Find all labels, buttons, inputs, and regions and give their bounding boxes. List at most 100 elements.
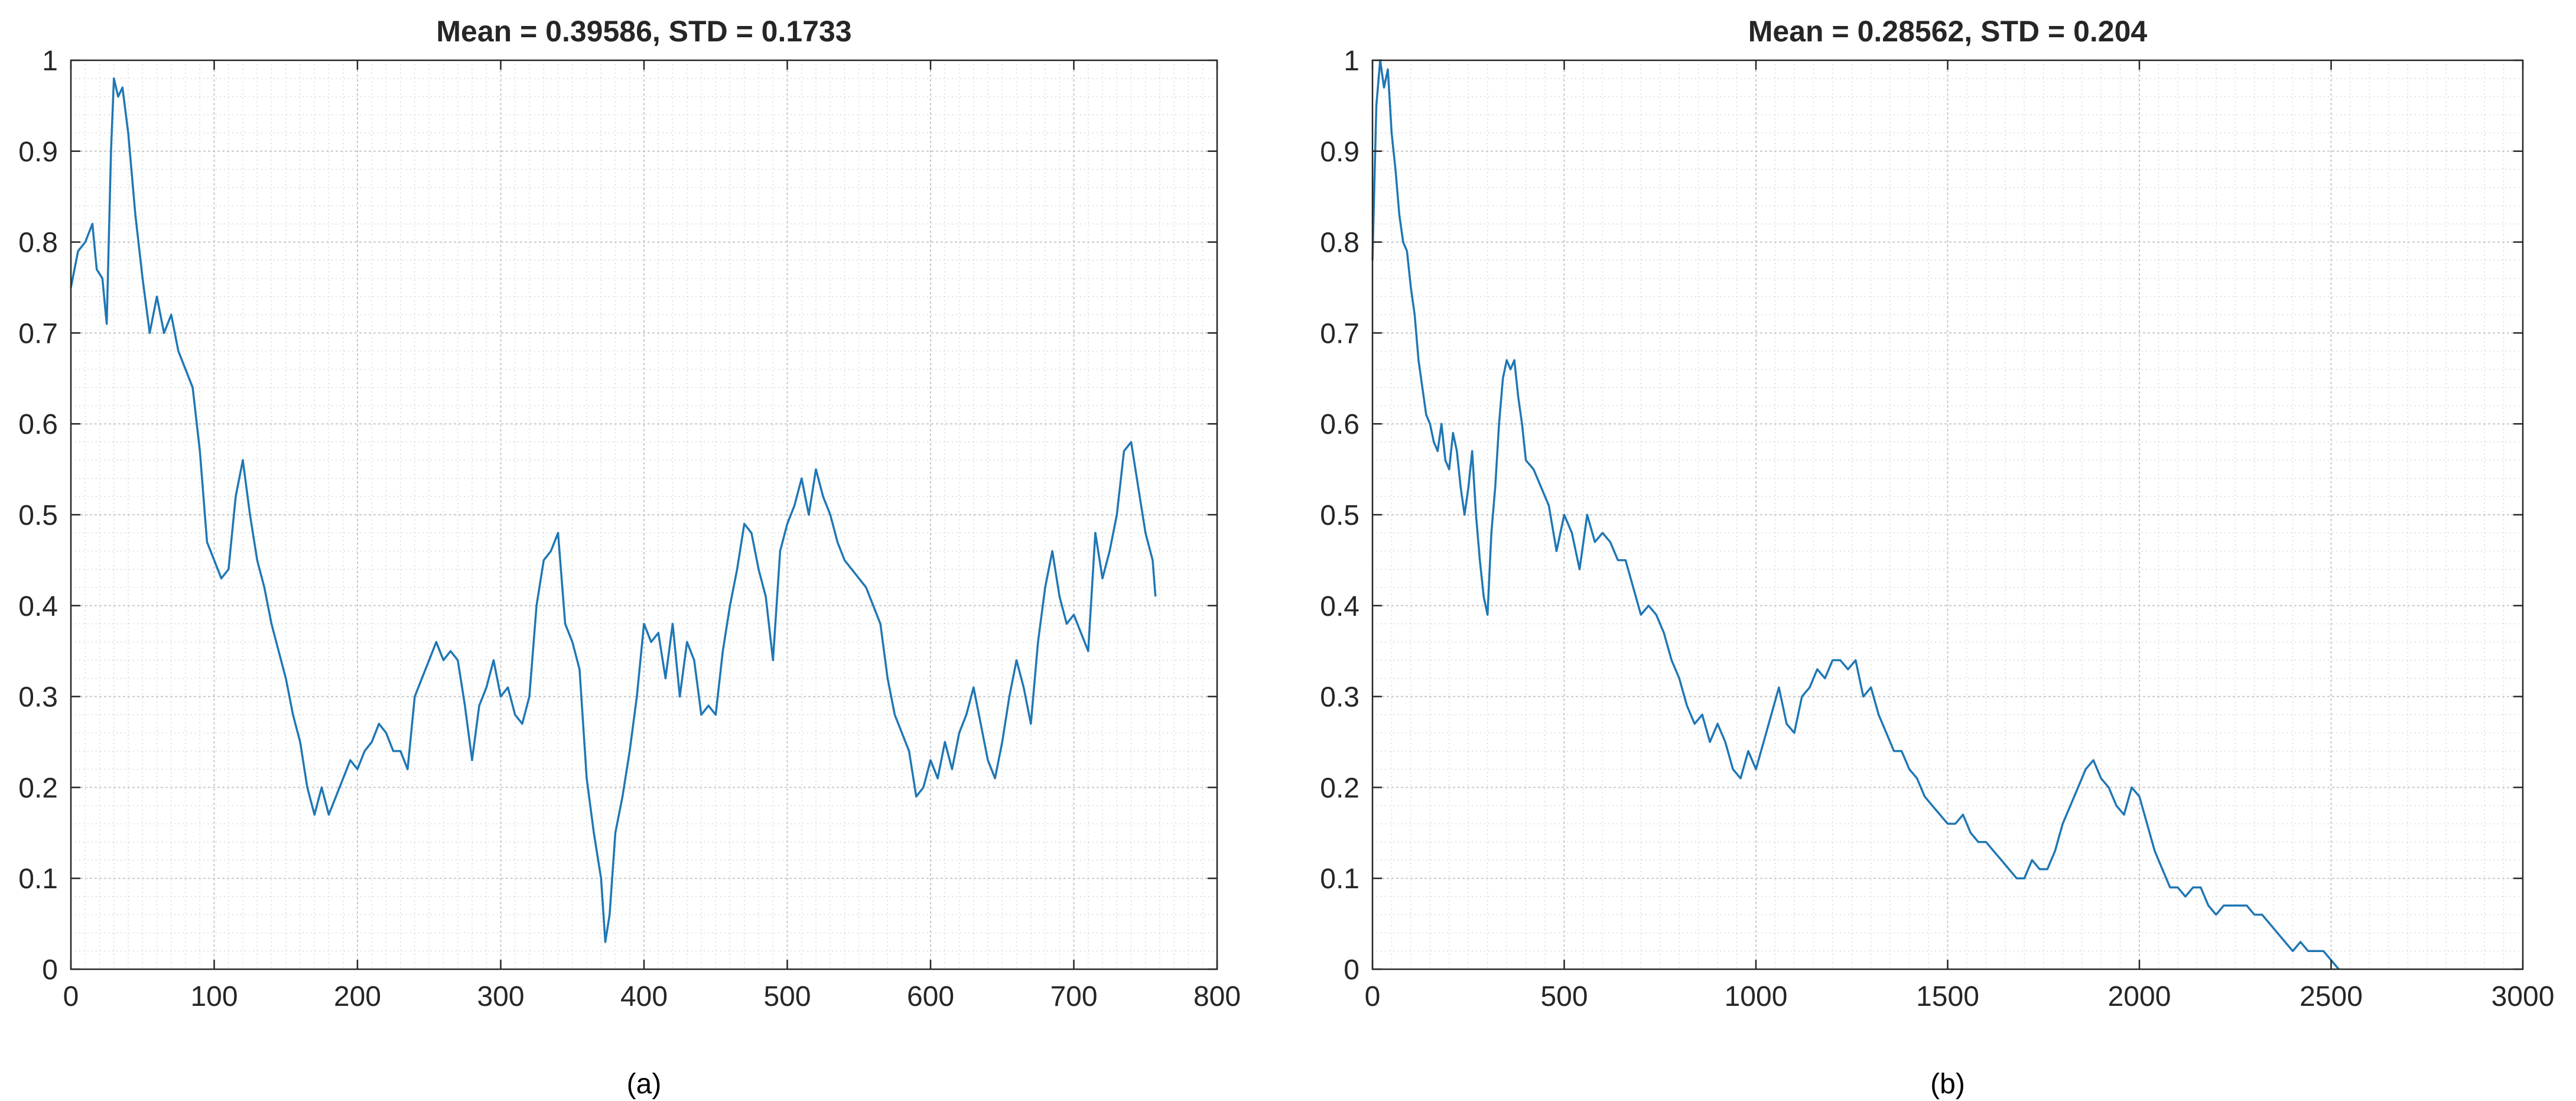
data-point [1694, 723, 1695, 725]
data-point [1748, 751, 1749, 752]
data-point [2208, 905, 2209, 907]
data-point [192, 387, 193, 388]
data-point [2285, 941, 2286, 943]
data-point [2131, 787, 2132, 788]
data-point [544, 560, 545, 561]
data-point [980, 723, 981, 725]
data-point [1702, 714, 1703, 716]
data-point [1579, 569, 1580, 570]
data-point [844, 560, 845, 561]
data-point [1556, 551, 1557, 552]
data-point [801, 478, 802, 479]
data-point [2146, 823, 2148, 824]
data-point [579, 669, 580, 670]
data-point [1541, 487, 1542, 488]
data-point [987, 760, 988, 761]
data-point [837, 541, 838, 543]
data-point [2292, 950, 2294, 951]
data-point [1940, 814, 1941, 816]
data-point [407, 769, 408, 770]
data-point [723, 651, 724, 652]
data-point [221, 578, 222, 579]
data-point [1924, 796, 1926, 797]
data-point [149, 333, 151, 334]
data-point [715, 714, 717, 716]
data-point [1526, 460, 1527, 461]
data-point [1917, 778, 1918, 779]
data-point [264, 587, 265, 588]
data-point [615, 833, 616, 834]
y-tick-label: 0.9 [1320, 137, 1359, 168]
data-point [744, 524, 745, 525]
data-point [2154, 850, 2155, 852]
data-point [343, 778, 344, 779]
data-point [551, 551, 552, 552]
data-point [937, 778, 938, 779]
x-tick-label: 2000 [2108, 981, 2171, 1012]
data-point [2024, 878, 2025, 879]
data-point [1479, 560, 1481, 561]
data-point [902, 732, 903, 733]
y-tick-label: 0.5 [18, 500, 58, 531]
data-point [658, 632, 659, 634]
data-point [292, 714, 294, 716]
x-tick-label: 500 [1540, 981, 1588, 1012]
data-point [185, 369, 186, 370]
data-point [135, 215, 136, 216]
data-point [328, 814, 330, 816]
data-point [300, 742, 301, 743]
data-point [2193, 887, 2194, 888]
data-point [1131, 441, 1132, 443]
data-point [536, 605, 537, 606]
data-point [1610, 541, 1611, 543]
data-point [1088, 651, 1089, 652]
data-point [1709, 742, 1710, 743]
data-point [916, 796, 917, 797]
data-point [1387, 69, 1388, 70]
data-point [1109, 551, 1110, 552]
data-point [1081, 632, 1082, 634]
data-point [171, 314, 172, 316]
data-point [2032, 860, 2033, 861]
data-point [77, 251, 79, 252]
data-point [1468, 487, 1469, 488]
data-point [909, 751, 910, 752]
data-point [1533, 469, 1534, 470]
data-point [923, 787, 924, 788]
data-point [92, 223, 93, 225]
data-point [122, 87, 123, 88]
data-point [1794, 732, 1795, 733]
data-point [701, 714, 702, 716]
data-point [113, 78, 115, 79]
data-point [1970, 833, 1972, 834]
data-point [1422, 387, 1423, 388]
data-point [1894, 751, 1895, 752]
data-point [2062, 823, 2063, 824]
data-point [421, 678, 422, 679]
data-point [1009, 696, 1010, 697]
data-point [895, 714, 896, 716]
data-point [228, 569, 229, 570]
x-tick-label: 500 [763, 981, 811, 1012]
data-point [2177, 887, 2178, 888]
x-tick-label: 100 [190, 981, 238, 1012]
chart-title: Mean = 0.28562, STD = 0.204 [1748, 15, 2148, 48]
data-point [1740, 778, 1741, 779]
data-point [959, 732, 960, 733]
y-tick-label: 1 [1344, 46, 1359, 77]
data-point [1491, 532, 1492, 534]
data-point [1453, 433, 1454, 434]
data-point [1052, 551, 1053, 552]
data-point [1625, 560, 1627, 561]
data-point [758, 569, 759, 570]
data-point [106, 323, 108, 324]
data-point [880, 623, 881, 625]
data-point [1407, 251, 1408, 252]
data-point [780, 551, 781, 552]
data-point [1410, 287, 1411, 288]
data-point [2223, 905, 2224, 907]
data-point [2308, 950, 2309, 951]
data-point [1518, 396, 1519, 397]
data-point [1886, 732, 1887, 733]
data-point [1986, 842, 1987, 843]
